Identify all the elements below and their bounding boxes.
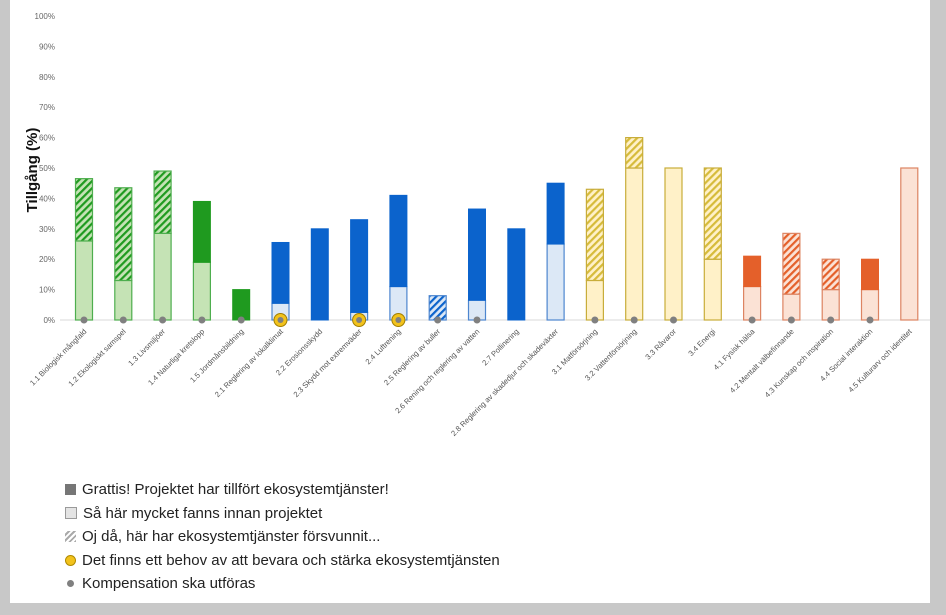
bar-lost [428,295,447,321]
x-tick-label: 2.1 Reglering av lokalklimat [213,326,286,399]
compensation-marker [356,317,363,323]
bar-lost [585,188,605,282]
bar-before [664,167,683,321]
y-tick-label: 100% [35,12,55,21]
bar-gained [389,194,408,288]
legend-label: Oj då, här har ekosystemtjänster försvun… [82,528,381,546]
legend-item-gained: Grattis! Projektet har tillfört ekosyste… [65,478,500,502]
legend-item-compensation: Kompensation ska utföras [65,572,500,596]
x-tick-label: 1.3 Livsmiljöer [126,327,167,368]
x-tick-label: 3.4 Energi [686,327,717,358]
compensation-marker [866,316,874,324]
bar-gained [192,200,211,263]
y-tick-label: 20% [39,255,55,264]
x-tick-label: 2.3 Skydd mot extremväder [291,327,363,399]
bar-gained [743,255,762,288]
compensation-marker [827,316,835,324]
legend-label: Det finns ett behov av att bevara och st… [82,551,500,569]
x-tick-label: 4.5 Kulturarv och identitet [846,326,914,394]
compensation-marker [670,316,677,324]
legend-label: Grattis! Projektet har tillfört ekosyste… [82,481,389,499]
compensation-marker [80,316,88,324]
bar-before [742,285,762,321]
yellow-circle-icon [65,554,76,566]
legend-label: Kompensation ska utföras [82,575,256,593]
bar-lost [782,232,801,295]
bar-gained [232,289,251,321]
bar-before [546,243,565,321]
bar-before [625,167,644,321]
bar-gained [310,228,329,321]
legend: Grattis! Projektet har tillfört ekosyste… [65,478,500,596]
x-tick-label: 4.3 Kunskap och inspiration [763,327,835,399]
y-tick-label: 40% [39,194,55,203]
bar-before [860,289,880,321]
bar-lost [625,137,644,169]
bar-gained [350,219,369,313]
bar-lost [153,170,172,234]
bar-before [114,279,133,321]
compensation-marker [198,316,206,324]
legend-item-preserve: Det finns ett behov av att bevara och st… [65,549,500,573]
compensation-marker [787,316,795,324]
bar-before [153,232,172,321]
y-tick-label: 50% [39,164,55,173]
legend-item-lost: Oj då, här har ekosystemtjänster försvun… [65,525,500,549]
bar-gained [861,258,879,291]
compensation-marker [159,316,167,324]
bar-before [900,167,919,321]
x-tick-label: 2.6 Rening och reglering av vatten [393,327,481,415]
x-tick-label: 3.3 Råvaror [643,327,678,362]
compensation-marker [119,316,127,324]
legend-label: Så här mycket fanns innan projektet [83,504,323,522]
bar-gained [507,228,526,321]
compensation-marker [277,317,284,323]
compensation-marker [591,316,599,324]
y-axis-label: Tillgång (%) [24,128,41,213]
compensation-marker [630,316,638,324]
compensation-marker [434,316,442,324]
bar-lost [74,178,94,242]
solid-swatch-icon [65,484,76,496]
bar-before [821,289,840,321]
bar-lost [114,187,133,282]
compensation-marker [237,316,245,324]
y-tick-label: 0% [43,316,55,325]
bar-before [703,258,722,321]
y-tick-label: 60% [39,134,55,143]
bar-before [74,240,94,321]
compensation-marker [748,316,756,324]
y-tick-label: 30% [39,225,55,234]
bar-gained [271,241,290,304]
bar-lost [703,167,722,260]
bar-gained [546,182,565,245]
bar-gained [468,208,486,301]
y-tick-label: 10% [39,286,55,295]
light-swatch-icon [65,507,77,520]
chart-panel: 0% 10% 20% 30% 40% 50% 60% 70% 80% 90% 100% 1.1 Bi… [10,0,930,603]
bar-before [782,293,801,321]
bar-before [192,261,211,321]
y-tick-label: 80% [39,73,55,82]
bar-lost [821,258,840,291]
legend-item-before: Så här mycket fanns innan projektet [65,502,500,526]
hatch-swatch-icon [65,531,76,543]
y-tick-label: 70% [39,103,55,112]
gray-dot-icon [67,580,74,588]
bar-before [585,279,605,321]
y-tick-label: 90% [39,42,55,51]
x-tick-label: 4.2 Mentalt välbefinnande [728,327,796,395]
bar-chart: 0% 10% 20% 30% 40% 50% 60% 70% 80% 90% 100% 1.1 Bi… [24,12,930,438]
compensation-marker [473,316,481,324]
x-tick-label: 2.7 Pollinering [480,327,520,367]
compensation-marker [395,317,402,323]
bars [74,137,919,327]
x-tick-label: 2.4 Luftrening [364,327,403,366]
